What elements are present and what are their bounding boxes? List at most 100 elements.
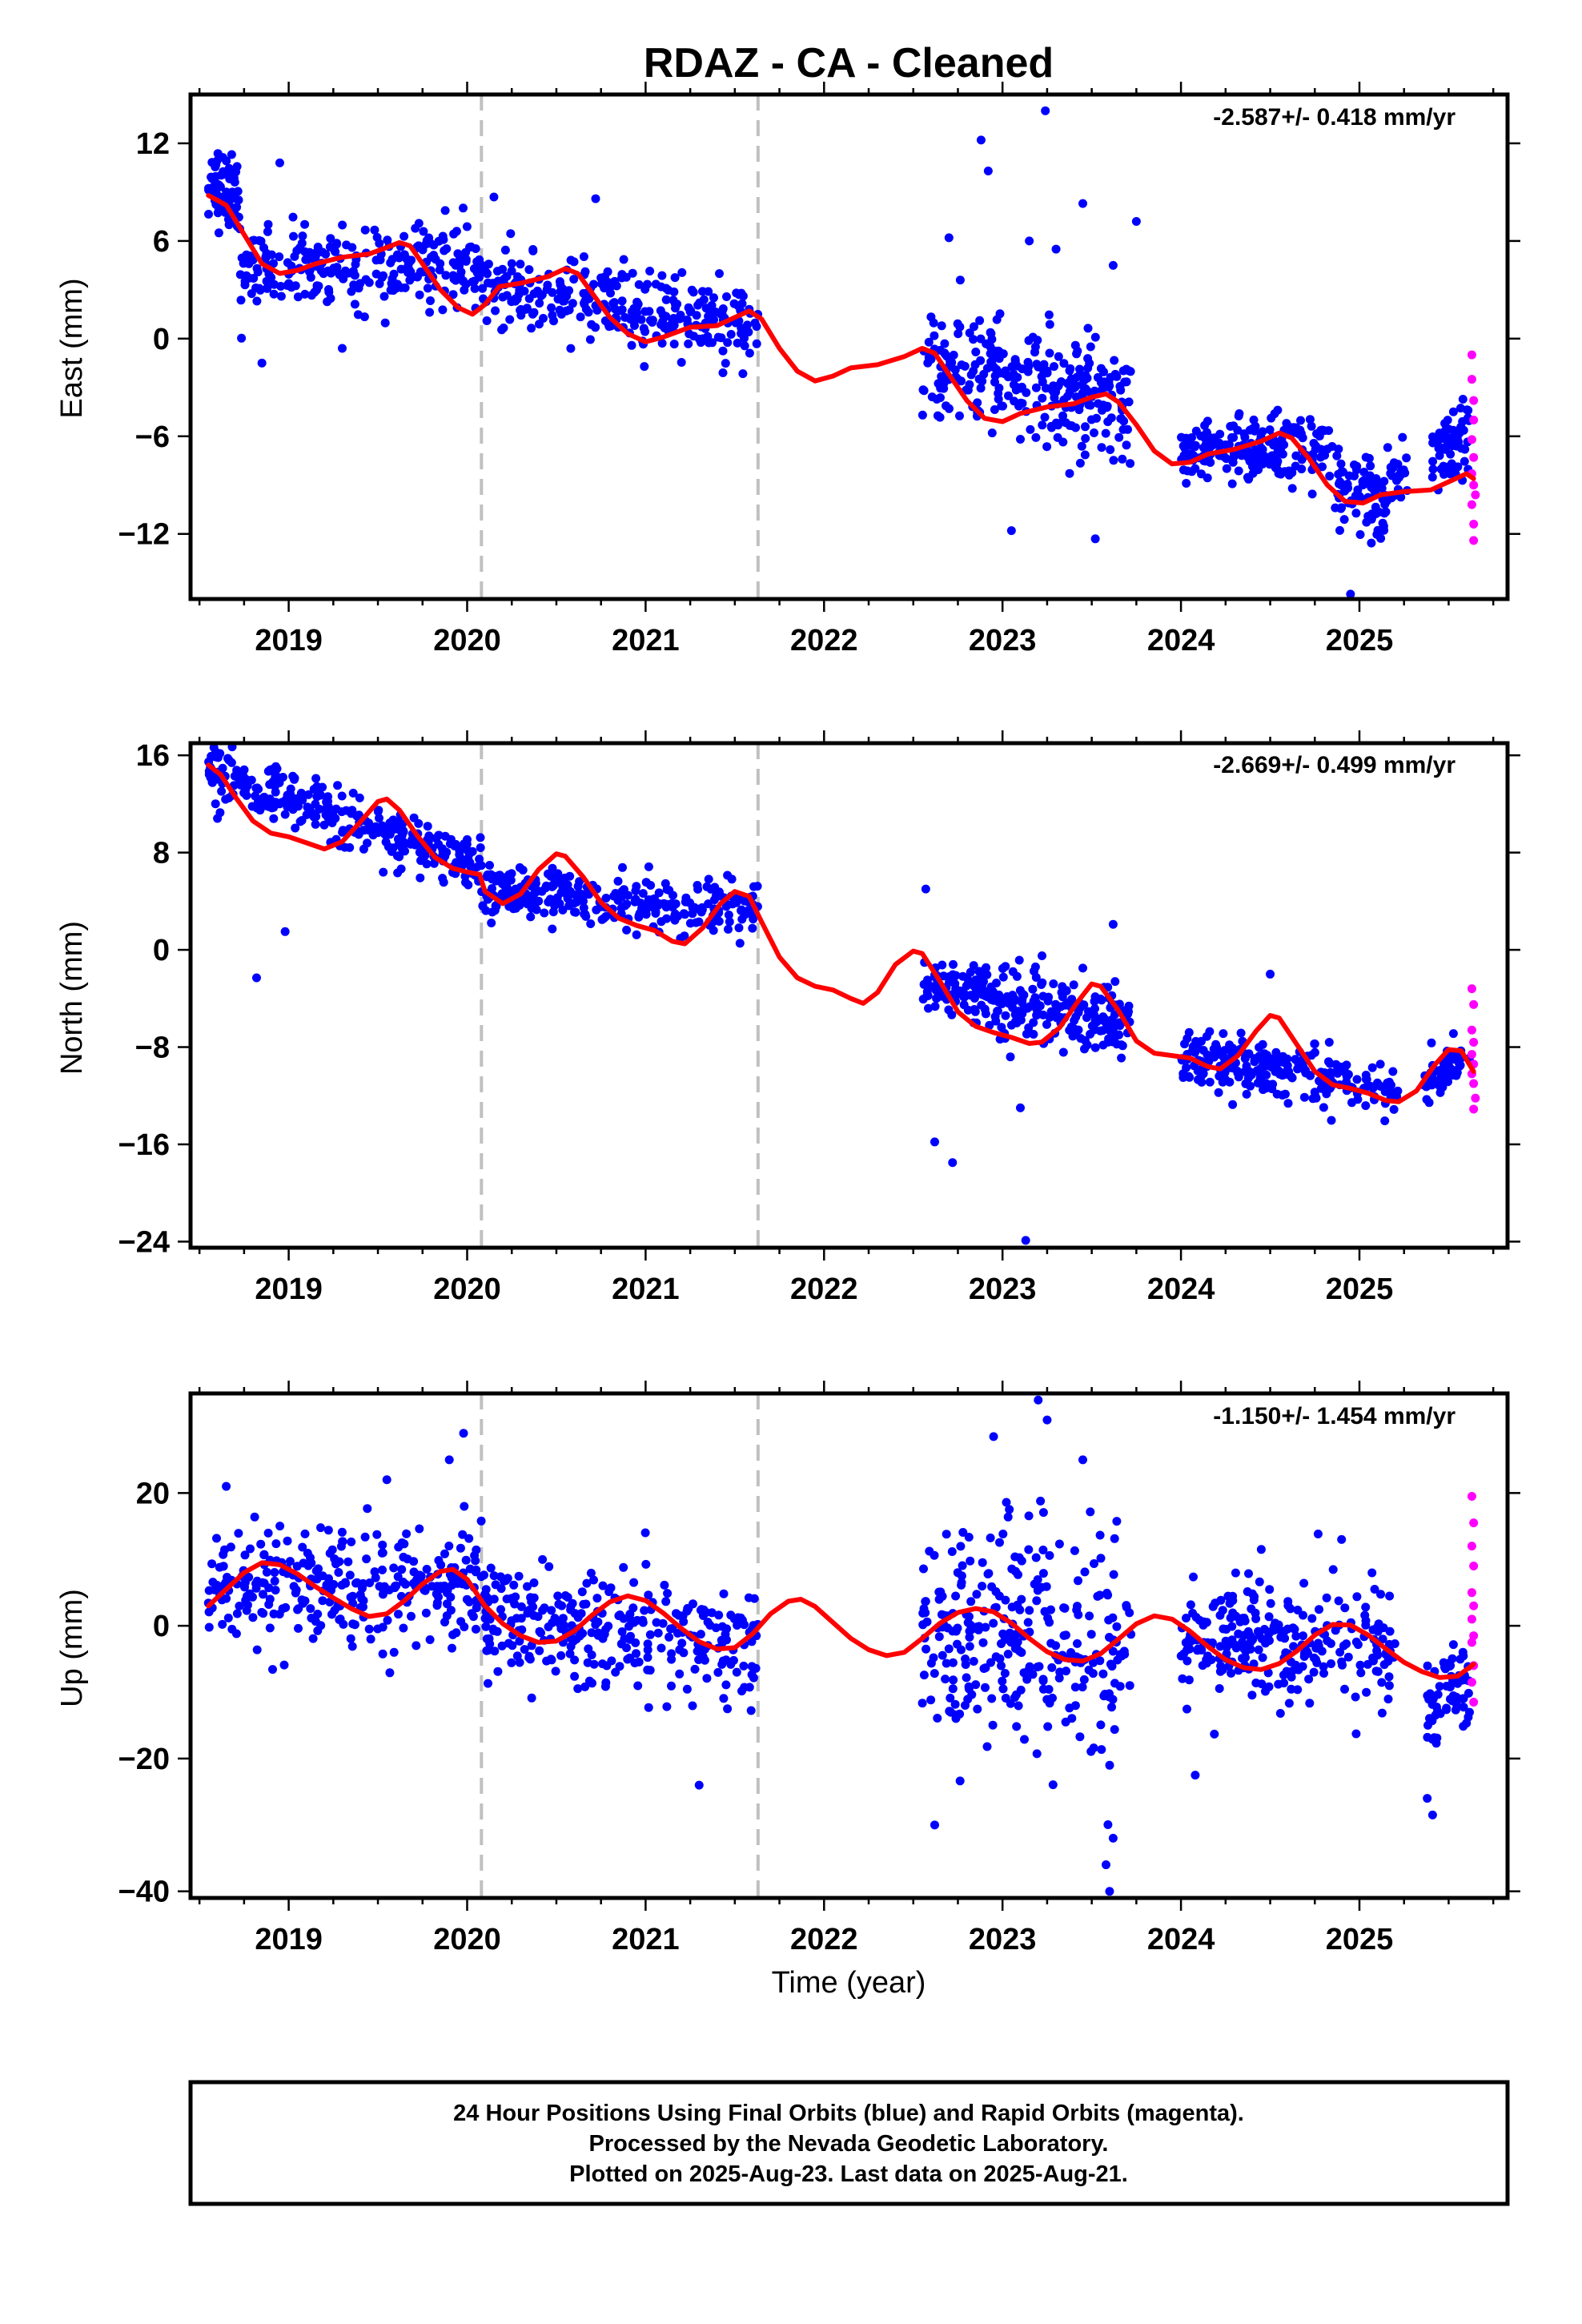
- up-point: [529, 1578, 539, 1587]
- east-point: [396, 264, 406, 274]
- east-point: [639, 324, 648, 333]
- up-point: [957, 1571, 966, 1581]
- east-point: [954, 329, 963, 339]
- east-point: [932, 395, 942, 404]
- north-point: [743, 906, 753, 915]
- east-point: [645, 267, 655, 275]
- north-point: [311, 774, 321, 783]
- north-point: [399, 826, 408, 835]
- north-point: [286, 784, 295, 794]
- up-point: [688, 1701, 697, 1711]
- up-point: [1445, 1683, 1455, 1692]
- north-x-tick-label: 2023: [969, 1273, 1037, 1306]
- up-point: [215, 1562, 224, 1572]
- north-point: [1241, 1051, 1251, 1060]
- up-point: [535, 1646, 544, 1655]
- up-point: [592, 1594, 602, 1603]
- east-point: [1054, 420, 1063, 430]
- up-point: [1313, 1530, 1323, 1538]
- up-point: [998, 1676, 1007, 1686]
- north-point: [1333, 1068, 1343, 1078]
- north-outlier-point-9: [1078, 963, 1087, 973]
- north-point: [1448, 1029, 1458, 1039]
- north-point: [1185, 1072, 1195, 1082]
- up-point: [461, 1555, 471, 1565]
- north-rapid-point-9: [1469, 1104, 1479, 1114]
- up-point: [244, 1573, 254, 1582]
- up-point: [1309, 1667, 1319, 1677]
- east-point: [524, 294, 534, 304]
- up-outlier-point-13: [1191, 1771, 1200, 1780]
- east-point: [1119, 416, 1129, 426]
- north-point: [303, 790, 313, 799]
- east-point: [596, 273, 606, 283]
- up-point: [1104, 1692, 1114, 1702]
- up-point: [1000, 1632, 1010, 1642]
- east-point: [370, 225, 379, 235]
- north-point: [613, 876, 623, 886]
- east-point: [721, 359, 730, 368]
- north-point: [1324, 1038, 1334, 1047]
- east-point: [929, 318, 938, 328]
- east-point: [263, 283, 271, 293]
- north-point: [291, 823, 300, 833]
- north-point: [327, 818, 337, 827]
- east-point: [1260, 453, 1270, 463]
- north-outlier-point-2: [921, 884, 930, 894]
- up-point: [1096, 1554, 1106, 1563]
- north-point: [1389, 1092, 1399, 1100]
- north-point: [649, 894, 659, 903]
- east-point: [1030, 348, 1039, 357]
- north-point: [1029, 1018, 1038, 1027]
- east-point: [1026, 424, 1035, 434]
- east-point: [651, 279, 661, 289]
- up-outlier-point-0: [222, 1482, 231, 1491]
- up-point: [378, 1649, 387, 1659]
- up-point: [696, 1606, 705, 1615]
- up-point: [1070, 1701, 1080, 1711]
- east-point: [726, 330, 736, 339]
- east-point: [1375, 481, 1385, 490]
- east-point: [926, 355, 936, 364]
- north-point: [487, 919, 496, 927]
- up-point: [1103, 1820, 1113, 1829]
- east-point: [1181, 433, 1191, 443]
- up-point: [546, 1655, 556, 1664]
- north-point: [1219, 1029, 1228, 1039]
- north-point: [601, 894, 611, 903]
- up-point: [1259, 1625, 1269, 1634]
- north-y-tick-label: 16: [136, 739, 170, 773]
- east-point: [225, 174, 235, 183]
- up-point: [998, 1684, 1008, 1694]
- up-point: [965, 1612, 974, 1622]
- east-point: [940, 339, 950, 348]
- east-outlier-point-16: [1051, 244, 1061, 254]
- up-point: [919, 1671, 929, 1680]
- up-point: [601, 1625, 610, 1634]
- east-point: [222, 156, 231, 166]
- up-point: [1265, 1585, 1275, 1594]
- up-point: [1112, 1622, 1122, 1631]
- up-point: [1428, 1695, 1438, 1704]
- north-x-tick-label: 2025: [1326, 1273, 1394, 1306]
- north-point: [1100, 1017, 1110, 1027]
- north-point: [416, 873, 425, 883]
- north-point: [278, 773, 287, 782]
- footer-line-1: 24 Hour Positions Using Final Orbits (bl…: [453, 2101, 1244, 2126]
- north-point: [1203, 1050, 1212, 1059]
- north-point: [575, 877, 584, 887]
- north-point: [630, 897, 640, 907]
- east-x-tick-label: 2025: [1326, 624, 1394, 657]
- east-point: [1307, 421, 1316, 431]
- up-point: [1070, 1546, 1079, 1555]
- up-point: [318, 1596, 327, 1606]
- up-point: [1451, 1705, 1460, 1715]
- north-point: [694, 917, 704, 927]
- up-point: [1080, 1567, 1090, 1577]
- up-point: [515, 1636, 524, 1646]
- up-point: [234, 1529, 243, 1538]
- up-point: [1331, 1626, 1340, 1635]
- up-point: [560, 1621, 569, 1630]
- up-point: [389, 1647, 399, 1657]
